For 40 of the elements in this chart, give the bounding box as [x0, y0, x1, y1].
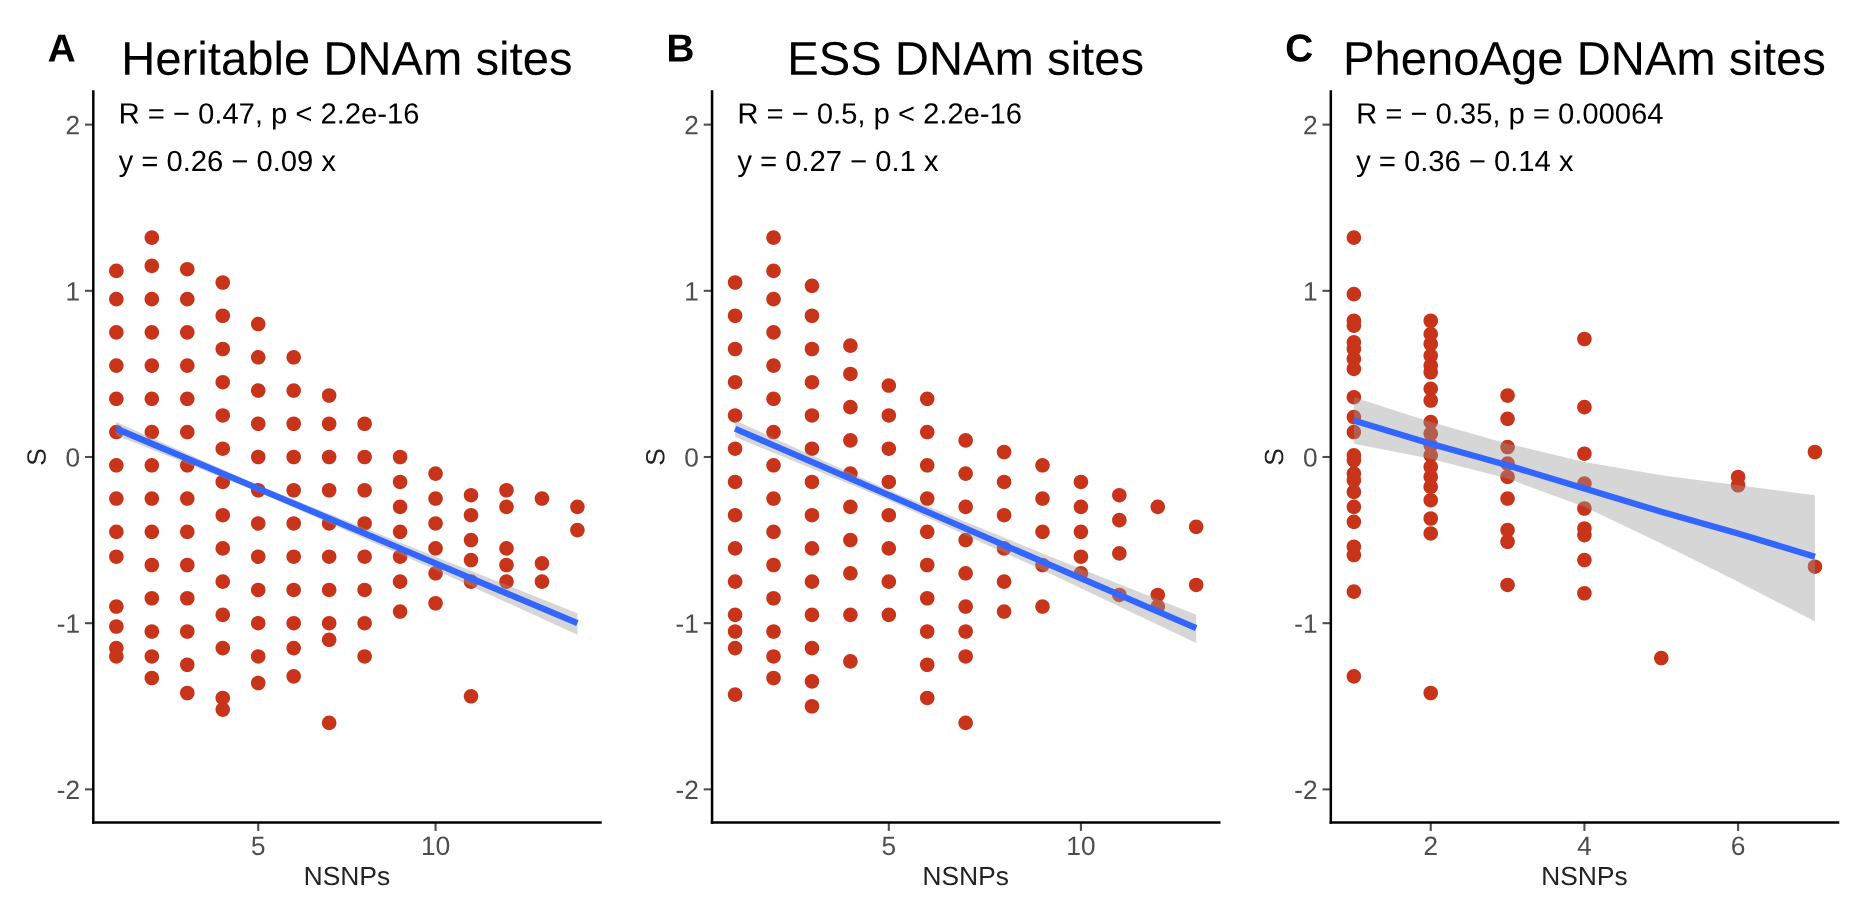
x-tick-label: 10 — [422, 836, 450, 856]
y-tick-label: -2 — [57, 780, 79, 799]
y-tick-label: -2 — [676, 780, 698, 799]
x-tick-label: 5 — [251, 836, 265, 856]
y-axis-title: S — [27, 449, 46, 465]
x-tick-label: 6 — [1732, 836, 1745, 856]
y-tick-label: 0 — [66, 448, 80, 467]
x-tick-label: 10 — [1068, 836, 1095, 856]
x-axis-title: NSNPs — [305, 866, 390, 886]
x-tick-label: 5 — [882, 836, 896, 856]
annotation: y = 0.36 − 0.14 x — [1356, 150, 1574, 178]
annotation: y = 0.26 − 0.09 x — [118, 150, 336, 178]
chart-title: ESS DNAm sites — [791, 40, 1143, 76]
y-tick-label: 1 — [67, 282, 79, 301]
x-axis-title: NSNPs — [1543, 866, 1627, 886]
y-tick-label: -2 — [1295, 780, 1317, 799]
y-axis-title: S — [1264, 449, 1284, 465]
y-tick-label: 2 — [685, 115, 698, 135]
y-tick-label: 2 — [1304, 115, 1317, 135]
y-tick-label: 2 — [66, 115, 79, 135]
y-tick-label: -1 — [57, 614, 79, 633]
y-tick-label: -1 — [676, 614, 698, 633]
annotation: y = 0.27 − 0.1 x — [737, 150, 939, 178]
text: C — [1286, 34, 1313, 62]
annotation: R = − 0.47, p < 2.2e-16 — [121, 103, 419, 130]
annotation: R = − 0.35, p = 0.00064 — [1358, 103, 1663, 130]
y-tick-label: 1 — [686, 282, 698, 301]
annotation: R = − 0.5, p < 2.2e-16 — [739, 103, 1021, 130]
y-axis-title: S — [645, 449, 665, 465]
y-tick-label: 0 — [1303, 448, 1317, 467]
text: A — [48, 34, 75, 62]
chart-title: PhenoAge DNAm sites — [1346, 40, 1825, 85]
chart-title: Heritable DNAm sites — [125, 40, 571, 76]
y-tick-label: 0 — [685, 448, 698, 467]
x-tick-label: 2 — [1424, 836, 1437, 855]
text: B — [669, 34, 693, 62]
x-axis-title: NSNPs — [924, 866, 1008, 886]
y-tick-label: 1 — [1304, 282, 1317, 301]
x-tick-label: 4 — [1577, 836, 1591, 855]
y-tick-label: -1 — [1295, 614, 1317, 633]
